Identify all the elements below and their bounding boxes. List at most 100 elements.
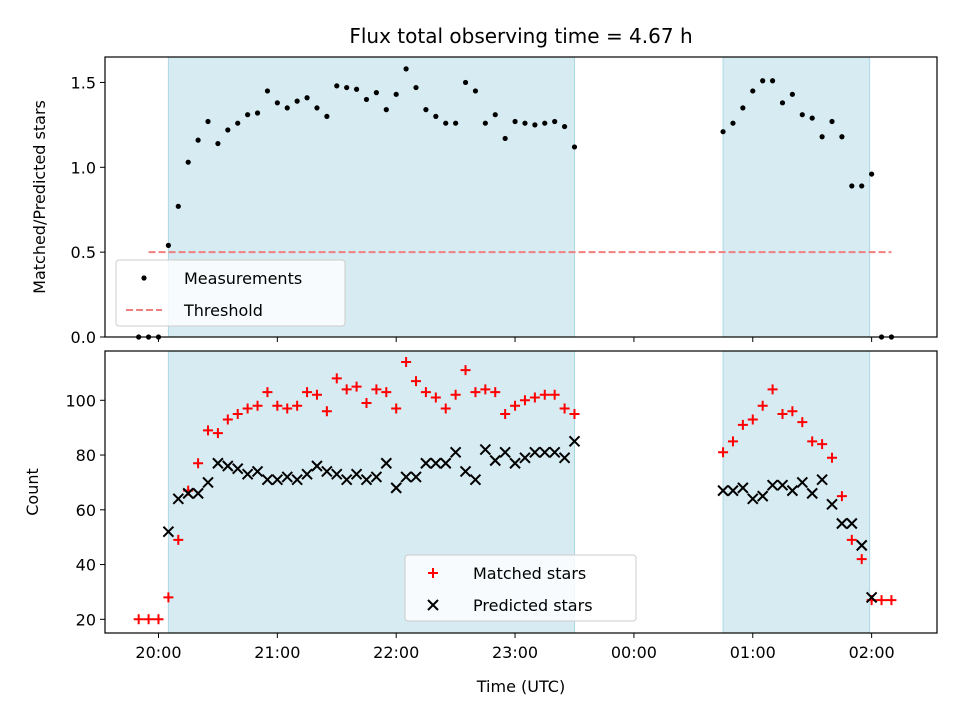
data-point xyxy=(449,446,462,459)
data-point xyxy=(341,384,352,395)
data-point xyxy=(292,400,303,411)
data-point xyxy=(561,123,568,130)
data-point xyxy=(390,482,402,494)
data-point xyxy=(410,471,422,483)
data-point xyxy=(462,79,469,86)
data-point xyxy=(321,465,333,478)
data-point xyxy=(162,525,175,538)
data-point xyxy=(757,400,768,411)
data-point xyxy=(559,403,570,414)
data-point xyxy=(440,457,452,469)
data-point xyxy=(440,403,451,414)
y-tick-label: 1.0 xyxy=(71,158,96,177)
data-point xyxy=(829,118,835,125)
data-point xyxy=(750,88,756,94)
data-point xyxy=(809,115,815,121)
data-point xyxy=(489,454,501,467)
y-tick-label: 60 xyxy=(76,501,96,520)
x-tick-label: 22:00 xyxy=(373,643,419,662)
data-point xyxy=(294,98,300,104)
data-point xyxy=(779,100,786,106)
data-point xyxy=(274,100,280,106)
data-point xyxy=(718,447,729,458)
data-point xyxy=(203,425,214,436)
data-point xyxy=(549,389,560,400)
data-point xyxy=(212,457,224,469)
data-point xyxy=(271,473,284,486)
data-point xyxy=(846,517,858,530)
data-point xyxy=(264,88,271,94)
data-point xyxy=(469,473,482,486)
data-point xyxy=(321,406,332,417)
data-point xyxy=(222,460,234,472)
data-point xyxy=(331,468,343,480)
data-point xyxy=(886,595,897,606)
data-point xyxy=(519,395,530,406)
legend-label: Threshold xyxy=(183,301,263,320)
data-point xyxy=(500,408,511,419)
data-point xyxy=(215,140,221,147)
data-point xyxy=(472,88,479,94)
data-point xyxy=(789,91,795,97)
y-axis-label: Count xyxy=(23,468,42,516)
x-tick-label: 02:00 xyxy=(849,643,895,662)
data-point xyxy=(740,105,746,111)
series-matched-stars xyxy=(133,356,897,625)
data-point xyxy=(502,135,508,142)
data-point xyxy=(225,127,231,133)
data-point xyxy=(482,120,488,126)
data-point xyxy=(334,83,340,89)
x-tick-label: 00:00 xyxy=(611,643,657,662)
data-point xyxy=(185,159,191,165)
data-point xyxy=(133,614,144,625)
data-point xyxy=(235,120,241,126)
data-point xyxy=(760,78,766,84)
data-point xyxy=(202,476,214,489)
data-point xyxy=(720,129,726,135)
data-point xyxy=(499,446,511,459)
legend-label: Matched stars xyxy=(473,564,586,583)
data-point xyxy=(460,365,471,376)
data-point xyxy=(797,417,808,428)
y-tick-label: 0.5 xyxy=(71,243,96,262)
data-point xyxy=(569,408,580,419)
data-point xyxy=(393,91,399,97)
data-point xyxy=(552,118,558,125)
data-point xyxy=(430,457,442,469)
data-point xyxy=(839,134,845,140)
data-point xyxy=(175,203,181,209)
data-point xyxy=(430,392,441,403)
data-point xyxy=(443,120,449,126)
data-point xyxy=(163,592,174,603)
data-point xyxy=(787,406,798,417)
data-point xyxy=(420,387,431,398)
data-point xyxy=(373,90,379,96)
data-point xyxy=(539,446,551,459)
data-point xyxy=(836,517,848,530)
x-tick-label: 23:00 xyxy=(492,643,538,662)
data-point xyxy=(433,113,439,119)
y-tick-label: 0.0 xyxy=(71,328,96,347)
data-point xyxy=(796,476,809,489)
data-point xyxy=(222,414,233,425)
data-point xyxy=(509,457,521,469)
data-point xyxy=(777,408,788,419)
data-point xyxy=(304,95,310,101)
data-point xyxy=(510,400,521,411)
data-point xyxy=(747,414,758,425)
data-point xyxy=(548,446,561,459)
y-tick-label: 1.5 xyxy=(71,73,96,92)
data-point xyxy=(413,84,419,91)
series-predicted-stars xyxy=(162,435,878,604)
data-point xyxy=(232,463,244,475)
data-point xyxy=(232,408,243,419)
data-point xyxy=(195,137,201,143)
data-point xyxy=(776,479,789,491)
data-point xyxy=(766,479,779,491)
data-point xyxy=(173,534,184,545)
data-point xyxy=(479,443,492,456)
data-point xyxy=(324,113,330,119)
data-point xyxy=(192,487,204,500)
data-point xyxy=(284,105,290,111)
